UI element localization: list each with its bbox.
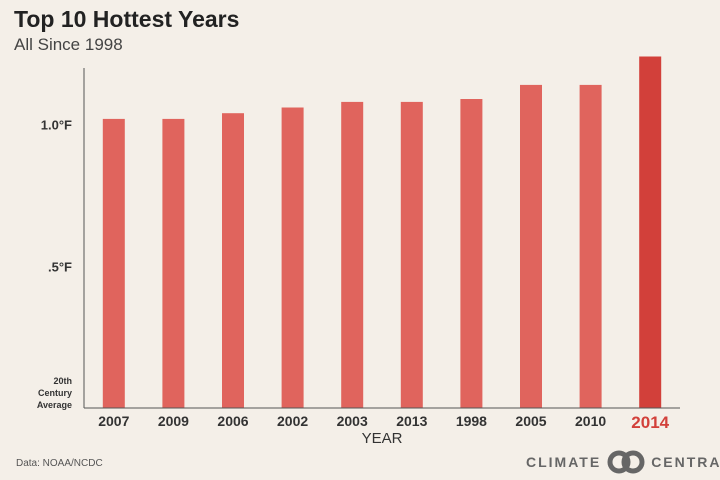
baseline-label: 20th Century Average — [37, 376, 72, 410]
x-axis-label: YEAR — [362, 430, 403, 447]
baseline-label-line: Century — [38, 388, 72, 398]
bar-1998 — [460, 99, 483, 408]
y-tick-label: .5°F — [48, 259, 72, 274]
x-tick-label-2007: 2007 — [98, 413, 129, 429]
x-tick-label-2013: 2013 — [396, 413, 427, 429]
bar-2014 — [639, 56, 662, 408]
bar-2003 — [341, 101, 364, 409]
x-tick-label-1998: 1998 — [456, 413, 487, 429]
bar-2013 — [400, 101, 423, 409]
bar-2009 — [162, 118, 185, 409]
x-tick-label-2014: 2014 — [631, 413, 669, 432]
bar-2006 — [222, 113, 244, 408]
baseline-label-line: 20th — [53, 376, 72, 386]
y-tick-label: 1.0°F — [41, 118, 72, 133]
logo-text-right: CENTRAL — [651, 454, 720, 470]
x-tick-label-2010: 2010 — [575, 413, 606, 429]
x-tick-label-2005: 2005 — [515, 413, 546, 429]
x-tick-label-2006: 2006 — [217, 413, 248, 429]
x-tick-label-2009: 2009 — [158, 413, 189, 429]
chart-title: Top 10 Hottest Years — [14, 6, 240, 32]
x-tick-label-2003: 2003 — [337, 413, 368, 429]
climate-central-logo: CLIMATE CENTRAL — [526, 450, 720, 474]
logo-rings-icon — [607, 450, 645, 474]
logo-text-left: CLIMATE — [526, 454, 602, 470]
chart-subtitle: All Since 1998 — [14, 35, 123, 54]
baseline-label-line: Average — [37, 400, 72, 410]
bar-2002 — [281, 107, 304, 408]
source-note: Data: NOAA/NCDC — [16, 458, 103, 469]
bar-2007 — [102, 118, 125, 409]
bar-2005 — [520, 84, 542, 409]
bar-2010 — [579, 84, 602, 409]
x-tick-label-2002: 2002 — [277, 413, 308, 429]
